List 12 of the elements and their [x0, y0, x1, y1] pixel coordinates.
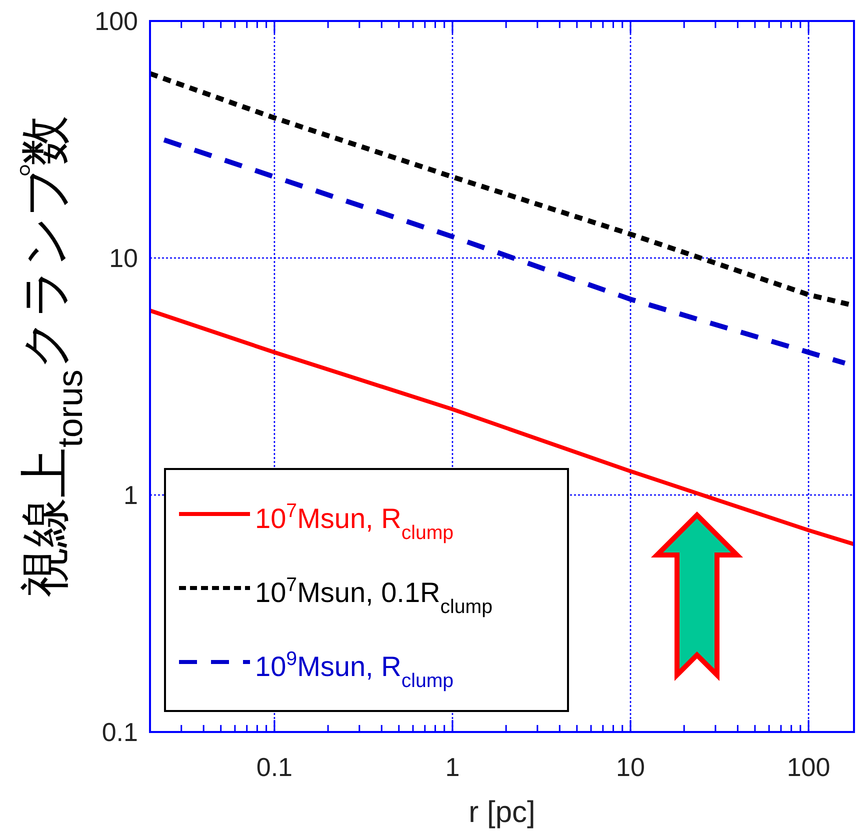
y-tick-label: 100 — [94, 6, 138, 36]
x-tick-label: 0.1 — [256, 752, 293, 782]
x-tick-label: 100 — [786, 752, 830, 782]
x-axis-title: r [pc] — [468, 796, 536, 829]
legend-label: 10$^{9}$Msun, R$_{clump}$ — [255, 648, 454, 692]
x-tick-label: 10 — [616, 752, 645, 782]
legend-label: 10$^{7}$Msun, R$_{clump}$ — [255, 500, 454, 544]
legend-label: 10$^{7}$Msun, 0.1R$_{clump}$ — [255, 574, 493, 618]
y-tick-label: 0.1 — [102, 717, 138, 747]
y-tick-label: 1 — [124, 480, 138, 510]
y-tick-label: 10 — [109, 243, 138, 273]
x-tick-label: 1 — [445, 752, 460, 782]
